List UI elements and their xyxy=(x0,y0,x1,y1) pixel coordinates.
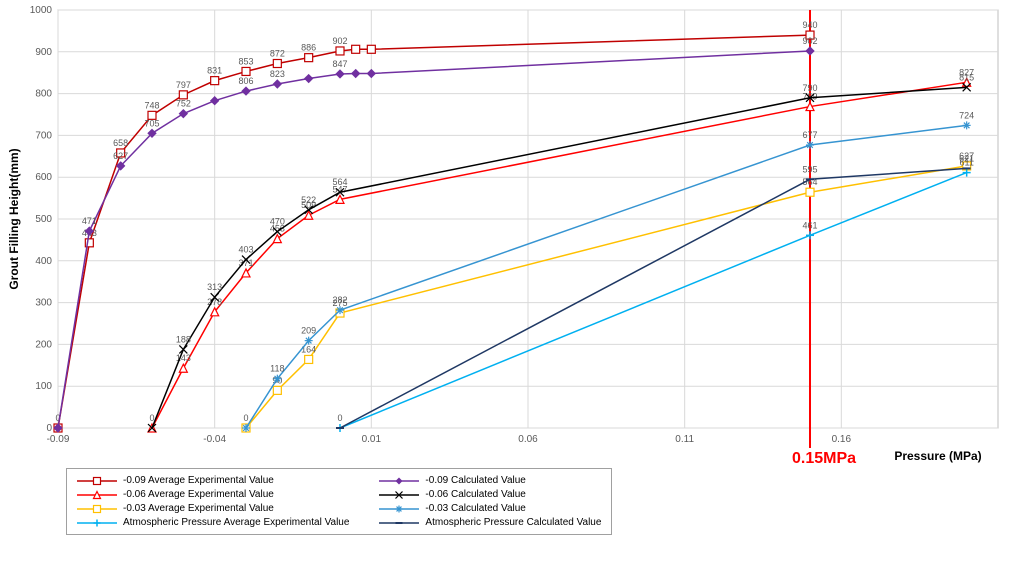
data-label: 797 xyxy=(176,80,191,90)
data-label: 313 xyxy=(207,282,222,292)
ytick-label: 200 xyxy=(35,339,52,350)
data-label: 621 xyxy=(959,153,974,163)
legend-item: Atmospheric Pressure Calculated Value xyxy=(379,517,601,528)
data-label: 403 xyxy=(238,245,253,255)
legend-item: -0.09 Average Experimental Value xyxy=(77,475,349,486)
data-label: 831 xyxy=(207,66,222,76)
xtick-label: 0.11 xyxy=(675,434,694,445)
data-label: 872 xyxy=(270,49,285,59)
ytick-label: 100 xyxy=(35,381,52,392)
legend-item: Atmospheric Pressure Average Experimenta… xyxy=(77,517,349,528)
data-label: 752 xyxy=(176,99,191,109)
data-label: 461 xyxy=(802,220,817,230)
data-label: 0 xyxy=(149,413,154,423)
legend-item: -0.03 Average Experimental Value xyxy=(77,503,349,514)
data-label: 769 xyxy=(802,92,817,102)
legend-swatch xyxy=(77,504,117,514)
data-label: 940 xyxy=(802,20,817,30)
data-label: 815 xyxy=(959,72,974,82)
data-label: 853 xyxy=(238,56,253,66)
xtick-label: -0.04 xyxy=(203,434,226,445)
ytick-label: 500 xyxy=(35,214,52,225)
legend-label: -0.03 Average Experimental Value xyxy=(123,503,274,514)
legend-swatch xyxy=(379,490,419,500)
legend-swatch xyxy=(77,490,117,500)
legend-swatch xyxy=(379,476,419,486)
xtick-label: 0.16 xyxy=(832,434,852,445)
legend-label: -0.06 Calculated Value xyxy=(425,489,525,500)
legend-swatch xyxy=(379,504,419,514)
data-label: 790 xyxy=(802,83,817,93)
data-label: 705 xyxy=(144,118,159,128)
legend-item: -0.06 Calculated Value xyxy=(379,489,601,500)
legend-item: -0.09 Calculated Value xyxy=(379,475,601,486)
ytick-label: 300 xyxy=(35,298,52,309)
legend-label: -0.09 Calculated Value xyxy=(425,475,525,486)
legend-label: Atmospheric Pressure Calculated Value xyxy=(425,517,601,528)
data-label: 118 xyxy=(270,364,284,374)
data-label: 724 xyxy=(959,110,974,120)
data-label: 282 xyxy=(332,295,347,305)
legend-item: -0.06 Average Experimental Value xyxy=(77,489,349,500)
data-label: 902 xyxy=(332,36,347,46)
legend-label: -0.06 Average Experimental Value xyxy=(123,489,274,500)
data-label: 627 xyxy=(113,151,128,161)
legend-label: -0.09 Average Experimental Value xyxy=(123,475,274,486)
legend-item: -0.03 Calculated Value xyxy=(379,503,601,514)
ytick-label: 400 xyxy=(35,256,52,267)
data-label: 823 xyxy=(270,69,285,79)
y-axis-label: Grout Filling Height(mm) xyxy=(7,148,21,289)
legend-label: -0.03 Calculated Value xyxy=(425,503,525,514)
data-label: 522 xyxy=(301,195,316,205)
data-label: 470 xyxy=(270,217,285,227)
data-label: 0 xyxy=(337,413,342,423)
ytick-label: 700 xyxy=(35,130,52,141)
data-label: 564 xyxy=(332,177,347,187)
data-label: 847 xyxy=(332,59,347,69)
data-label: 806 xyxy=(238,76,253,86)
legend-swatch xyxy=(77,518,117,528)
data-label: 748 xyxy=(144,100,159,110)
legend-swatch xyxy=(77,476,117,486)
data-label: 902 xyxy=(802,36,817,46)
ytick-label: 600 xyxy=(35,172,52,183)
data-label: 677 xyxy=(802,130,817,140)
data-label: 188 xyxy=(176,334,191,344)
ytick-label: 800 xyxy=(35,89,52,100)
xtick-label: 0.01 xyxy=(362,434,382,445)
data-label: 886 xyxy=(301,43,316,53)
chart-container: 0 100 200 300 400 500 600 700 800 900 1000 -0.09 -0.… xyxy=(0,0,1012,562)
x-axis-label: Pressure (MPa) xyxy=(894,449,981,463)
ytick-label: 900 xyxy=(35,47,52,58)
annotation-label: 0.15MPa xyxy=(792,450,856,468)
ytick-label: 1000 xyxy=(30,5,53,16)
legend: -0.09 Average Experimental Value -0.09 Ca… xyxy=(66,468,612,535)
data-label: 0 xyxy=(243,413,248,423)
data-label: 471 xyxy=(82,216,97,226)
xtick-label: -0.09 xyxy=(47,434,70,445)
ytick-label: 0 xyxy=(46,423,52,434)
data-label: 595 xyxy=(802,164,817,174)
legend-swatch xyxy=(379,518,419,528)
data-label: 658 xyxy=(113,138,128,148)
data-label: 209 xyxy=(301,326,316,336)
legend-label: Atmospheric Pressure Average Experimenta… xyxy=(123,517,349,528)
xtick-label: 0.06 xyxy=(518,434,538,445)
